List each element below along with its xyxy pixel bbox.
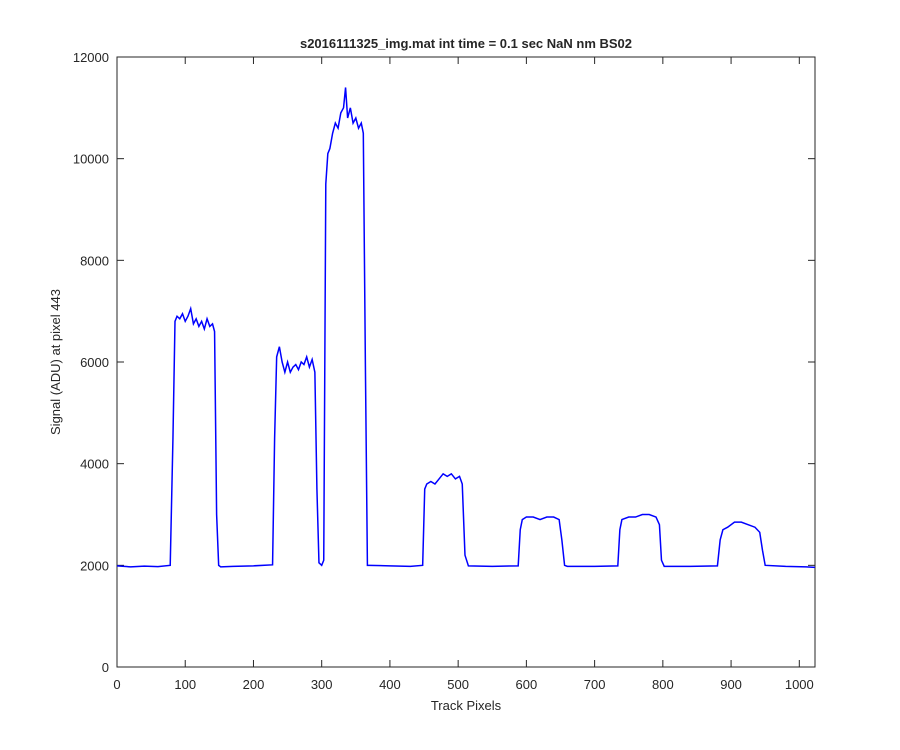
y-tick-label: 12000 bbox=[73, 50, 109, 65]
x-axis-label: Track Pixels bbox=[431, 698, 502, 713]
y-tick-label: 2000 bbox=[80, 558, 109, 573]
y-tick-label: 4000 bbox=[80, 457, 109, 472]
y-tick-label: 10000 bbox=[73, 152, 109, 167]
x-tick-label: 0 bbox=[113, 677, 120, 692]
x-tick-label: 700 bbox=[584, 677, 606, 692]
x-tick-label: 600 bbox=[516, 677, 538, 692]
x-tick-label: 500 bbox=[447, 677, 469, 692]
x-tick-label: 1000 bbox=[785, 677, 814, 692]
x-tick-label: 800 bbox=[652, 677, 674, 692]
x-tick-label: 400 bbox=[379, 677, 401, 692]
x-tick-label: 900 bbox=[720, 677, 742, 692]
y-tick-label: 0 bbox=[102, 660, 109, 675]
x-tick-label: 200 bbox=[243, 677, 265, 692]
x-tick-label: 300 bbox=[311, 677, 333, 692]
y-tick-label: 6000 bbox=[80, 355, 109, 370]
y-tick-label: 8000 bbox=[80, 253, 109, 268]
chart-title: s2016111325_img.mat int time = 0.1 sec N… bbox=[300, 36, 632, 51]
data-line bbox=[116, 87, 816, 569]
y-axis-label: Signal (ADU) at pixel 443 bbox=[48, 289, 63, 435]
x-tick-label: 100 bbox=[174, 677, 196, 692]
plot-area bbox=[116, 56, 816, 668]
